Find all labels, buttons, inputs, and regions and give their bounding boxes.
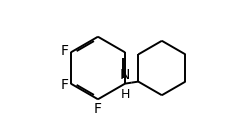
Text: N: N <box>119 68 130 82</box>
Text: F: F <box>93 102 102 116</box>
Text: F: F <box>60 78 68 92</box>
Text: H: H <box>120 88 130 101</box>
Text: F: F <box>60 44 68 58</box>
